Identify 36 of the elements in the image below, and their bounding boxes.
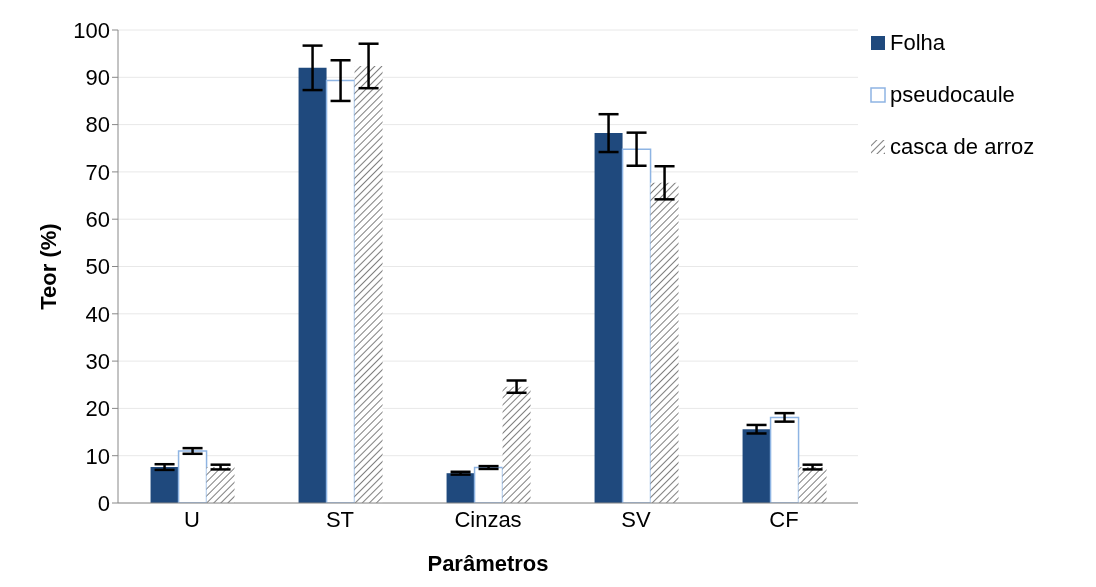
x-tick-label: ST: [325, 506, 355, 532]
y-tick-label: 60: [85, 207, 110, 233]
bar: [446, 473, 475, 503]
y-axis-title: Teor (%): [35, 223, 61, 310]
bar: [621, 148, 652, 503]
bar: [354, 65, 383, 503]
bar: [206, 467, 235, 503]
bar: [298, 67, 327, 503]
bar: [473, 466, 504, 503]
x-tick-label: Cinzas: [454, 506, 522, 532]
legend-label: casca de arroz: [890, 134, 1035, 160]
y-tick-label: 100: [73, 17, 110, 43]
legend-label: pseudocaule: [890, 82, 1015, 108]
bar: [742, 429, 771, 503]
bar: [177, 450, 208, 503]
x-axis-title: Parâmetros: [427, 551, 549, 576]
bar: [594, 133, 623, 503]
y-tick-label: 10: [85, 443, 110, 469]
bar: [502, 386, 531, 503]
y-tick-label: 40: [85, 301, 110, 327]
x-tick-label: SV: [621, 506, 651, 532]
bar: [769, 416, 800, 503]
bar: [325, 79, 356, 503]
bar: [150, 467, 179, 503]
y-tick-label: 0: [97, 490, 110, 516]
y-tick-label: 50: [85, 254, 110, 280]
y-tick-label: 80: [85, 112, 110, 138]
y-tick-label: 20: [85, 396, 110, 422]
y-tick-label: 70: [85, 159, 110, 185]
x-tick-label: CF: [769, 506, 799, 532]
bar: [650, 182, 679, 503]
legend-label: Folha: [890, 30, 946, 56]
x-tick-label: U: [184, 506, 200, 532]
y-tick-label: 30: [85, 348, 110, 374]
y-tick-label: 90: [85, 65, 110, 91]
bar: [798, 467, 827, 503]
